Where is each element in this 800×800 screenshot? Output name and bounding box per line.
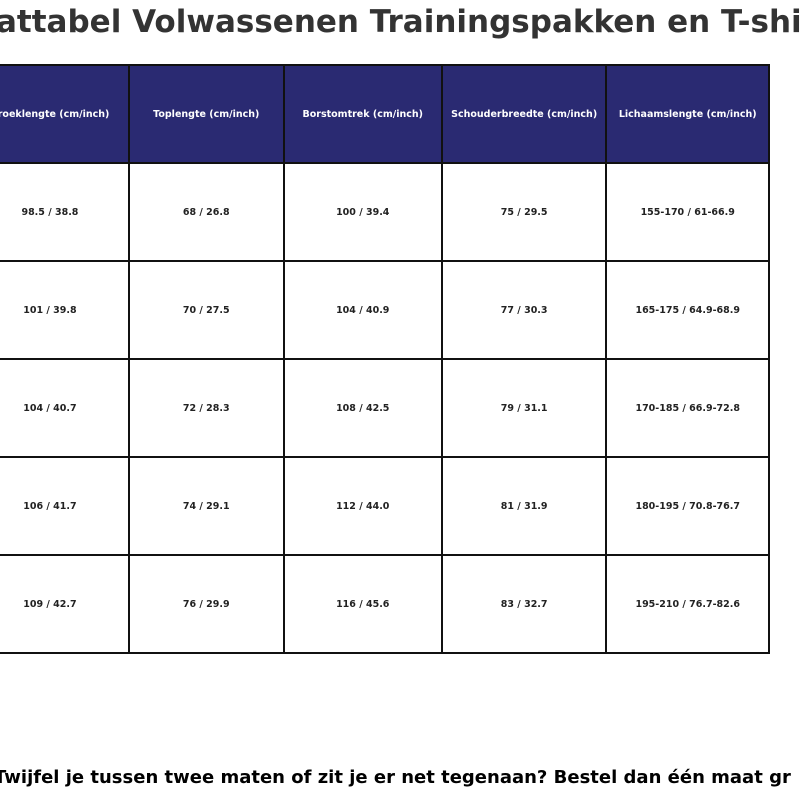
table-cell: 77 / 30.3 bbox=[440, 260, 608, 360]
table-body: 98.5 / 38.8 68 / 26.8 100 / 39.4 75 / 29.5 1… bbox=[0, 162, 770, 654]
table-cell: 106 / 41.7 bbox=[0, 456, 130, 556]
table-cell: 165-175 / 64.9-68.9 bbox=[605, 260, 770, 360]
table-cell: 116 / 45.6 bbox=[282, 554, 443, 654]
table-cell: 68 / 26.8 bbox=[127, 162, 285, 262]
table-cell: 98.5 / 38.8 bbox=[0, 162, 130, 262]
table-cell: 74 / 29.1 bbox=[127, 456, 285, 556]
table-cell: 76 / 29.9 bbox=[127, 554, 285, 654]
table-cell: 79 / 31.1 bbox=[440, 358, 608, 458]
table-row: 101 / 39.8 70 / 27.5 104 / 40.9 77 / 30.3 16… bbox=[0, 260, 770, 360]
table-cell: 70 / 27.5 bbox=[127, 260, 285, 360]
table-cell: 109 / 42.7 bbox=[0, 554, 130, 654]
column-header: Lichaamslengte (cm/inch) bbox=[605, 64, 770, 164]
page-title: attabel Volwassenen Trainingspakken en T… bbox=[0, 4, 800, 40]
table-cell: 104 / 40.7 bbox=[0, 358, 130, 458]
size-table: Broeklengte (cm/inch) Toplengte (cm/inch)… bbox=[0, 64, 770, 654]
table-cell: 101 / 39.8 bbox=[0, 260, 130, 360]
table-cell: 104 / 40.9 bbox=[282, 260, 443, 360]
table-cell: 155-170 / 61-66.9 bbox=[605, 162, 770, 262]
column-header: Schouderbreedte (cm/inch) bbox=[440, 64, 608, 164]
table-cell: 100 / 39.4 bbox=[282, 162, 443, 262]
table-cell: 75 / 29.5 bbox=[440, 162, 608, 262]
size-advice-note: Twijfel je tussen twee maten of zit je e… bbox=[0, 767, 791, 788]
column-header: Toplengte (cm/inch) bbox=[127, 64, 285, 164]
table-cell: 170-185 / 66.9-72.8 bbox=[605, 358, 770, 458]
column-header: Broeklengte (cm/inch) bbox=[0, 64, 130, 164]
table-cell: 108 / 42.5 bbox=[282, 358, 443, 458]
table-cell: 83 / 32.7 bbox=[440, 554, 608, 654]
table-cell: 180-195 / 70.8-76.7 bbox=[605, 456, 770, 556]
table-cell: 72 / 28.3 bbox=[127, 358, 285, 458]
table-row: 98.5 / 38.8 68 / 26.8 100 / 39.4 75 / 29.5 1… bbox=[0, 162, 770, 262]
table-header-row: Broeklengte (cm/inch) Toplengte (cm/inch)… bbox=[0, 64, 770, 164]
table-row: 106 / 41.7 74 / 29.1 112 / 44.0 81 / 31.9 18… bbox=[0, 456, 770, 556]
table-cell: 112 / 44.0 bbox=[282, 456, 443, 556]
table-cell: 81 / 31.9 bbox=[440, 456, 608, 556]
table-row: 109 / 42.7 76 / 29.9 116 / 45.6 83 / 32.7 19… bbox=[0, 554, 770, 654]
column-header: Borstomtrek (cm/inch) bbox=[282, 64, 443, 164]
table-row: 104 / 40.7 72 / 28.3 108 / 42.5 79 / 31.1 17… bbox=[0, 358, 770, 458]
table-cell: 195-210 / 76.7-82.6 bbox=[605, 554, 770, 654]
